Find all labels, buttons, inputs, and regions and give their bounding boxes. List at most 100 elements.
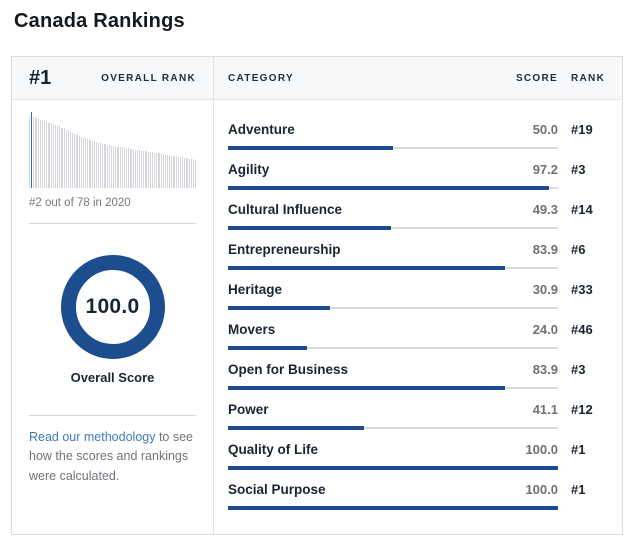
overall-score-label: Overall Score <box>70 370 155 385</box>
rank-distribution-bar <box>72 132 74 188</box>
rank-distribution-bar <box>74 134 76 188</box>
rank-distribution-bar <box>52 123 54 188</box>
category-name: Entrepreneurship <box>228 242 341 257</box>
rank-distribution-bar <box>151 152 154 188</box>
category-score-bar <box>228 146 558 150</box>
rank-distribution-bar <box>65 129 67 188</box>
category-score: 83.9 <box>532 362 558 377</box>
rank-distribution-bar <box>141 150 143 188</box>
rank-distribution-bar <box>50 123 52 188</box>
rank-distribution-bar <box>87 139 89 188</box>
rank-distribution-bar <box>95 141 97 188</box>
category-score: 24.0 <box>532 322 558 337</box>
rank-distribution-bar <box>61 127 63 188</box>
methodology-link[interactable]: Read our methodology <box>29 430 156 444</box>
rank-distribution-bar <box>54 124 57 188</box>
rank-distribution-bar <box>143 150 145 188</box>
divider <box>29 415 196 416</box>
category-row-values: Social Purpose 100.0 #1 <box>228 481 622 498</box>
rank-distribution-bar <box>39 119 41 188</box>
category-score-bar <box>228 266 558 270</box>
category-rank: #3 <box>571 362 586 377</box>
category-row: Cultural Influence 49.3 #14 <box>228 190 622 230</box>
category-name: Open for Business <box>228 362 349 377</box>
category-row: Power 41.1 #12 <box>228 390 622 430</box>
category-row: Agility 97.2 #3 <box>228 150 622 190</box>
category-rank: #1 <box>571 482 586 497</box>
rank-distribution-bar <box>173 156 175 188</box>
rank-distribution-bar <box>190 158 192 188</box>
category-row: Movers 24.0 #46 <box>228 310 622 350</box>
rank-distribution-bar <box>59 126 61 188</box>
rank-distribution-bar <box>67 130 69 188</box>
rank-distribution-bar <box>93 141 95 188</box>
rank-distribution-bar <box>184 157 186 188</box>
category-row-values: Movers 24.0 #46 <box>228 321 622 338</box>
rank-distribution-bar <box>78 136 80 188</box>
rank-distribution-bar <box>29 116 31 188</box>
rank-distribution-bar <box>130 148 132 188</box>
rank-distribution-bar <box>121 147 123 188</box>
category-name: Quality of Life <box>228 442 319 457</box>
category-row-values: Heritage 30.9 #33 <box>228 281 622 298</box>
category-score-bar-fill <box>228 346 308 350</box>
category-score-bar-fill <box>228 506 558 510</box>
category-rank: #46 <box>571 322 593 337</box>
rank-distribution-bar <box>69 131 72 188</box>
category-rank: #3 <box>571 162 586 177</box>
rank-distribution-bar <box>164 154 166 188</box>
rank-distribution-bar <box>147 151 149 188</box>
category-name: Power <box>228 402 269 417</box>
category-rank: #14 <box>571 202 593 217</box>
panel-body: #2 out of 78 in 2020 100.0 Overall Score… <box>12 100 622 534</box>
category-row-values: Open for Business 83.9 #3 <box>228 361 622 378</box>
category-score-bar-fill <box>228 386 505 390</box>
rank-distribution-bar-highlight <box>31 112 33 188</box>
rank-distribution-bar <box>89 139 91 188</box>
rank-distribution-bar <box>98 142 100 188</box>
rank-distribution-bar <box>82 137 85 188</box>
rank-distribution-bar <box>46 121 48 188</box>
rank-distribution-bar <box>44 121 46 188</box>
category-score-bar-fill <box>228 226 391 230</box>
category-rank: #1 <box>571 442 586 457</box>
rank-distribution-bar <box>100 143 102 188</box>
page-title: Canada Rankings <box>14 10 185 32</box>
rank-distribution-bar <box>138 150 141 188</box>
overall-score-value: 100.0 <box>85 295 140 318</box>
category-row: Heritage 30.9 #33 <box>228 270 622 310</box>
category-score-bar <box>228 346 558 350</box>
category-score-bar <box>228 386 558 390</box>
rank-distribution-bar <box>48 122 50 188</box>
rank-distribution-bar <box>167 154 169 188</box>
rank-distribution-bar <box>169 155 171 188</box>
category-name: Movers <box>228 322 276 337</box>
rank-distribution-bar <box>162 154 164 188</box>
rank-distribution-bar <box>171 155 173 188</box>
rank-distribution-bar <box>186 158 188 188</box>
rank-distribution-bar <box>106 144 108 188</box>
methodology-text: to see how the scores and rankings were … <box>29 430 194 483</box>
rank-distribution-bar <box>119 147 121 188</box>
rank-distribution-bar <box>85 138 87 188</box>
rank-distribution-bar <box>192 159 195 188</box>
rank-distribution-bar <box>102 144 104 188</box>
category-score-bar <box>228 466 558 470</box>
category-score-bar-fill <box>228 186 549 190</box>
rank-distribution-bar <box>37 118 39 188</box>
rank-distribution-bar <box>154 152 156 188</box>
category-score-bar <box>228 306 558 310</box>
rankings-panel: #1 OVERALL RANK CATEGORY SCORE RANK #2 o… <box>11 56 623 535</box>
category-score-bar-fill <box>228 306 330 310</box>
rank-distribution-bar <box>126 148 128 188</box>
category-row: Open for Business 83.9 #3 <box>228 350 622 390</box>
category-name: Adventure <box>228 122 295 137</box>
category-row-values: Adventure 50.0 #19 <box>228 121 622 138</box>
rank-distribution-bar <box>76 134 78 188</box>
rank-distribution-bar <box>41 120 44 188</box>
rank-distribution-bar <box>136 149 138 188</box>
rank-distribution-bar <box>80 136 82 188</box>
category-score-bar <box>228 226 558 230</box>
category-score-bar <box>228 426 558 430</box>
rank-distribution-chart <box>29 112 197 188</box>
